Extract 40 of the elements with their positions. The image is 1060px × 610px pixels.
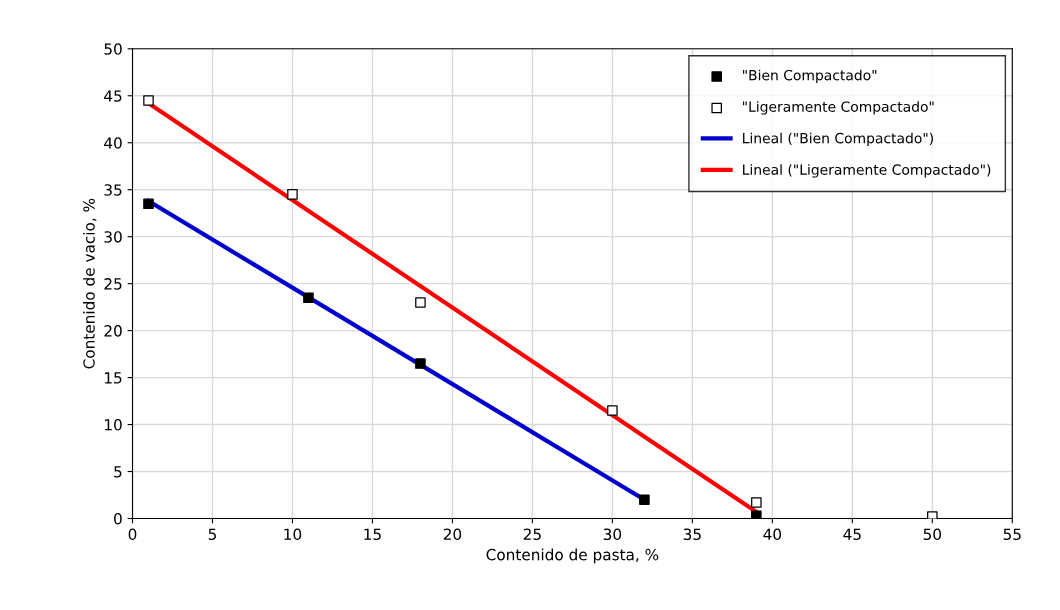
y-tick-label: 0 [114, 512, 122, 525]
x-axis-title: Contenido de pasta, % [486, 548, 659, 564]
point [751, 510, 762, 519]
point [143, 95, 154, 106]
legend-label: Lineal ("Bien Compactado") [743, 132, 933, 147]
x-tick-label: 55 [1003, 528, 1021, 541]
x-tick-label: 45 [843, 528, 861, 541]
y-tick-label: 50 [104, 43, 122, 55]
y-tick-label: 35 [104, 184, 122, 196]
legend-label: "Ligeramente Compactado" [743, 101, 934, 115]
y-tick-label: 10 [105, 419, 122, 431]
x-tick-label: 10 [284, 528, 302, 541]
point [607, 405, 618, 416]
x-tick-label: 5 [208, 528, 217, 541]
point [639, 494, 650, 505]
x-tick-label: 25 [523, 528, 541, 541]
point [927, 511, 938, 519]
y-axis-title: Contenido de vacio, % [83, 198, 97, 369]
y-tick-label: 40 [104, 137, 122, 149]
point [415, 297, 426, 308]
x-tick-label: 20 [443, 528, 462, 541]
y-tick-label: 25 [104, 278, 122, 290]
point [751, 497, 762, 508]
x-tick-label: 15 [364, 528, 381, 541]
point [303, 292, 314, 304]
x-tick-label: 50 [923, 528, 942, 541]
x-tick-label: 40 [763, 528, 782, 541]
legend-label: "Bien Compactado" [743, 69, 877, 84]
y-tick-label: 5 [114, 466, 122, 478]
x-tick-label: 30 [603, 528, 622, 541]
x-tick-label: 35 [683, 528, 701, 541]
point [143, 198, 154, 210]
y-tick-label: 20 [104, 325, 122, 337]
y-tick-label: 15 [105, 372, 122, 384]
x-tick-label: 0 [128, 528, 137, 541]
point [415, 358, 426, 369]
point [287, 189, 298, 200]
legend-label: Lineal ("Ligeramente Compactado") [743, 164, 991, 178]
y-tick-label: 45 [104, 90, 122, 102]
y-tick-label: 30 [104, 231, 122, 243]
